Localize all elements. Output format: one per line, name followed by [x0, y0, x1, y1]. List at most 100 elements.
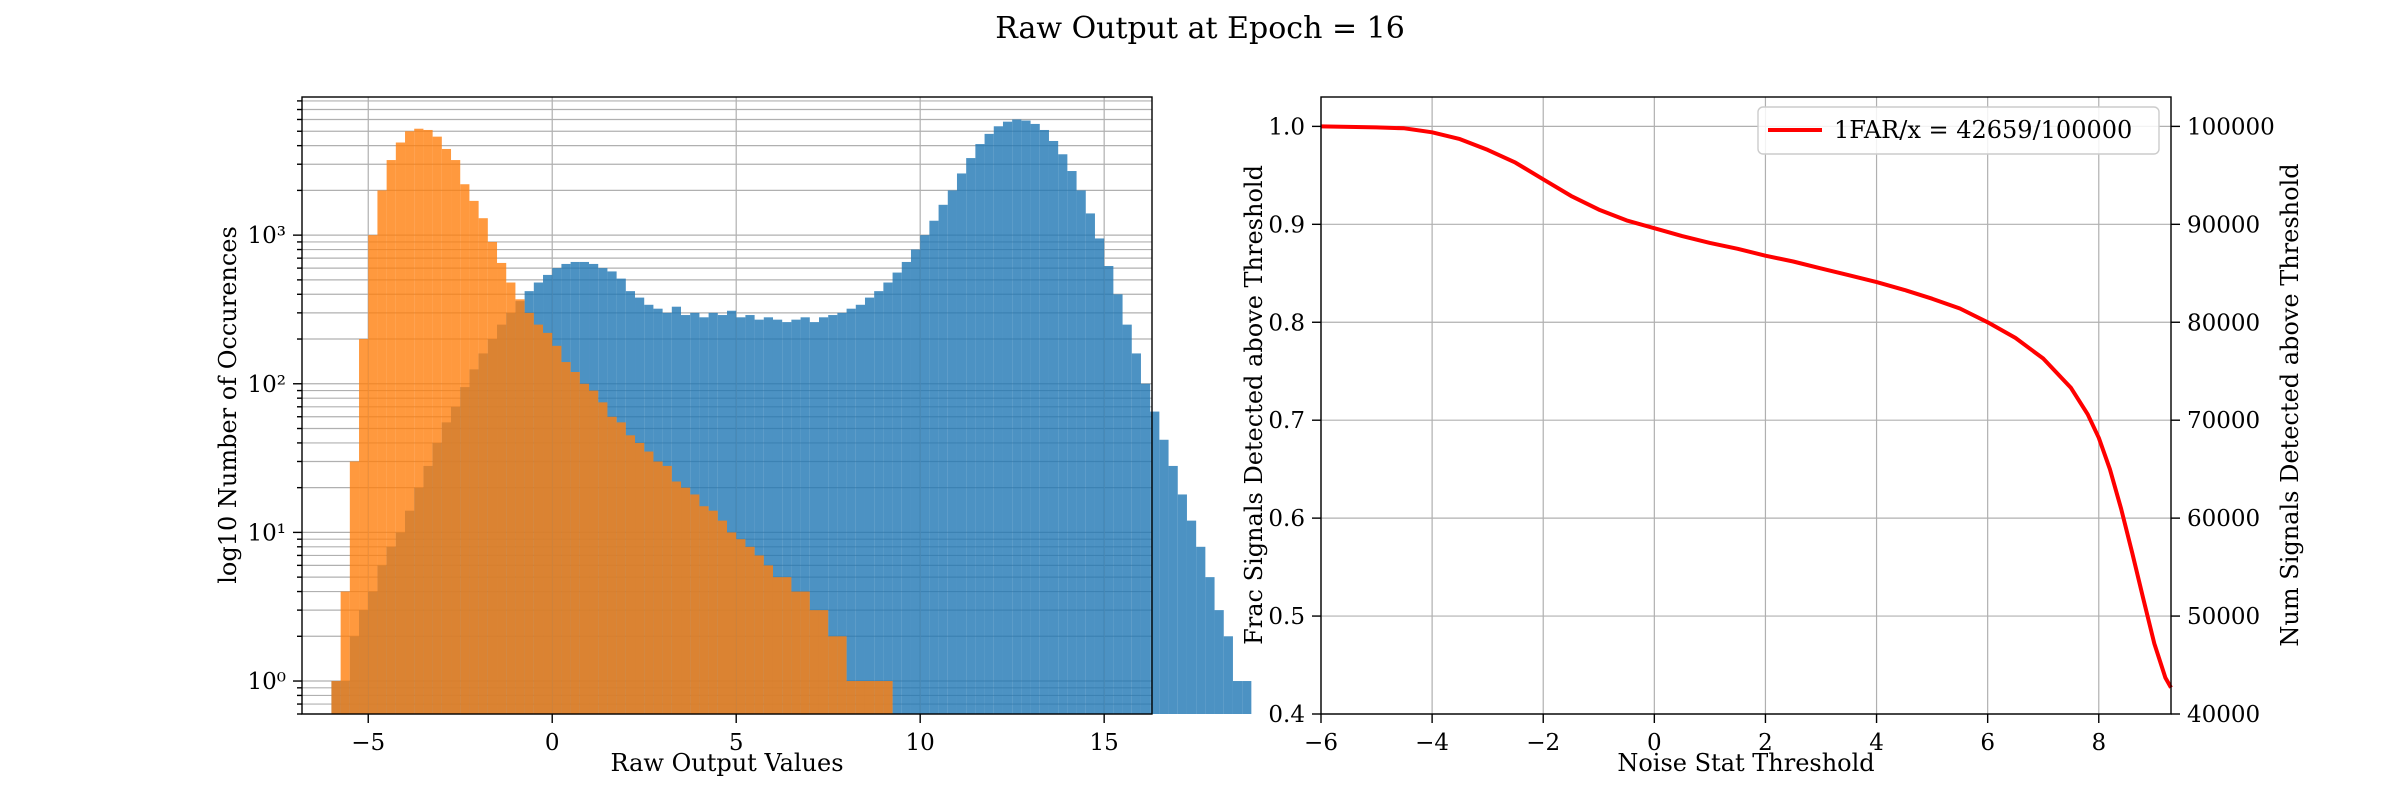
histogram-bar: [662, 465, 672, 714]
histogram-bar: [1122, 324, 1132, 714]
histogram-bar: [864, 681, 875, 714]
histogram-bar: [993, 126, 1003, 715]
histogram-bar: [432, 136, 442, 714]
histogram-bar: [1012, 119, 1022, 715]
y-tick-label: 0.8: [1268, 310, 1305, 336]
histogram-bar: [1076, 190, 1086, 715]
histogram-bar: [653, 461, 663, 714]
y-tick-label: 10¹: [248, 520, 287, 546]
histogram-bar: [1104, 265, 1114, 714]
histogram-bar: [543, 332, 553, 714]
histogram-bar: [800, 317, 810, 714]
y-tick-label: 0.7: [1268, 408, 1305, 434]
y-tick-label: 0.9: [1268, 212, 1305, 238]
histogram-bar: [763, 565, 773, 714]
histogram-bar: [1058, 154, 1068, 715]
histogram-bar: [782, 577, 792, 714]
histogram-bar: [920, 235, 930, 714]
histogram-bar: [736, 539, 746, 714]
histogram-bar: [515, 299, 525, 714]
x-tick-label: 10: [906, 730, 935, 756]
x-tick-label: 2: [1758, 730, 1773, 756]
histogram-bar: [331, 681, 341, 714]
histogram-bar: [552, 345, 562, 714]
legend-label: 1FAR/x = 42659/100000: [1834, 116, 2132, 144]
y-right-tick-label: 50000: [2187, 604, 2260, 630]
histogram-bar: [524, 312, 534, 714]
y-tick-label: 0.6: [1268, 506, 1305, 532]
histogram-bar: [1177, 494, 1187, 714]
line-xlabel: Noise Stat Threshold: [1617, 749, 1874, 777]
histogram-bar: [451, 160, 461, 715]
histogram-bar: [1205, 577, 1215, 714]
histogram-bar: [1030, 123, 1040, 714]
histogram-bar: [359, 339, 369, 714]
y-right-tick-label: 40000: [2187, 702, 2260, 728]
histogram-ylabel: log10 Number of Occurences: [214, 226, 242, 584]
histogram-bar: [717, 520, 727, 714]
x-tick-label: 15: [1090, 730, 1119, 756]
histogram-bar: [754, 555, 764, 714]
histogram-bar: [368, 235, 378, 714]
histogram-bar: [478, 218, 488, 715]
histogram-bar: [809, 610, 819, 714]
histogram-bar: [1196, 546, 1206, 714]
line-grid: [1320, 97, 2171, 715]
x-tick-label: −4: [1415, 730, 1449, 756]
histogram-bar: [727, 532, 737, 714]
histogram-bar: [1039, 129, 1049, 715]
histogram-bar: [1232, 681, 1243, 714]
legend-box: [1757, 106, 2160, 155]
histogram-bar: [966, 158, 976, 715]
histogram-bar: [690, 494, 700, 714]
histogram-bar: [1131, 353, 1141, 714]
x-tick-label: −2: [1526, 730, 1560, 756]
histogram-bar: [1168, 465, 1178, 714]
histogram-bar: [791, 591, 801, 714]
y-right-tick-label: 100000: [2187, 114, 2275, 140]
histogram-bar: [763, 317, 773, 714]
histogram-bar: [883, 282, 893, 714]
histogram-bar: [589, 390, 599, 714]
histogram-bar: [469, 200, 479, 714]
histogram-bar: [635, 442, 645, 714]
x-tick-label: 6: [1980, 730, 1995, 756]
histogram-bar: [460, 184, 470, 714]
histogram-bar: [800, 591, 810, 714]
x-tick-label: 5: [729, 730, 744, 756]
x-tick-label: 8: [2091, 730, 2106, 756]
histogram-bar: [818, 610, 829, 714]
histogram-bar: [929, 220, 939, 714]
y-right-tick-label: 60000: [2187, 506, 2260, 532]
y-tick-label: 10³: [248, 223, 287, 249]
histogram-bar: [837, 636, 847, 714]
histogram-bar: [570, 371, 580, 714]
histogram-bar: [864, 297, 875, 714]
histogram-bar: [533, 324, 544, 714]
histogram-bar: [497, 262, 507, 714]
y-tick-label: 10⁰: [248, 669, 287, 695]
histogram-bar: [782, 322, 792, 714]
histogram-bar: [837, 312, 847, 714]
x-tick-label: 0: [1647, 730, 1662, 756]
histogram-bar: [855, 304, 865, 714]
histogram-bar: [846, 681, 856, 714]
x-tick-label: 4: [1869, 730, 1884, 756]
histogram-bar: [809, 322, 819, 714]
histogram-bar: [754, 319, 764, 714]
detection-curve: [1320, 124, 2173, 689]
histogram-bar: [828, 636, 838, 714]
histogram-bar: [947, 190, 957, 715]
y-right-tick-label: 70000: [2187, 408, 2260, 434]
histogram-bar: [1242, 681, 1252, 714]
histogram-bar: [579, 383, 590, 714]
histogram-bar: [1186, 520, 1197, 714]
histogram-bar: [349, 461, 360, 714]
histogram-ticks: −5 0 5 10 15 10⁰ 10¹ 10² 10³: [248, 100, 1119, 756]
line-ticks: −6 −4 −2 0 2 4 6 8 0.4 0.5 0.6 0.7 0.8 0.9 1.0 40000 500…: [1268, 114, 2274, 756]
line-ylabel-right: Num Signals Detected above Threshold: [2276, 163, 2304, 646]
histogram-bar: [1085, 213, 1095, 714]
histogram-bar: [598, 402, 608, 714]
histogram-bar: [1113, 294, 1123, 714]
histogram-bar: [1048, 140, 1059, 714]
